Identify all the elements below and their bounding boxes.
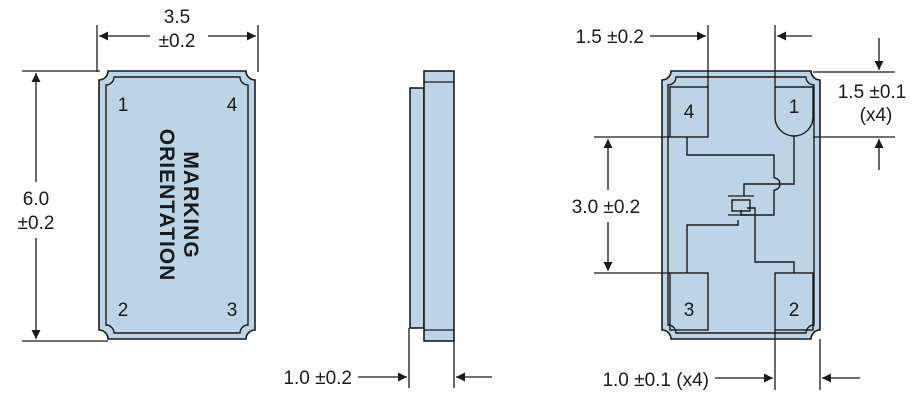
trace-pad3 bbox=[686, 220, 739, 273]
top-pin-2-label: 2 bbox=[118, 300, 129, 321]
bottom-pin-1-label: 1 bbox=[789, 97, 800, 118]
bottom-pin-3-label: 3 bbox=[684, 300, 695, 321]
crystal-symbol bbox=[731, 199, 751, 212]
bottom-pin-2-label: 2 bbox=[789, 300, 800, 321]
top-height-tolerance: ±0.2 bbox=[18, 213, 55, 234]
pad-width-label: 1.5 ±0.2 bbox=[575, 27, 644, 48]
top-pin-3-label: 3 bbox=[227, 300, 238, 321]
pad-length-label: 1.0 ±0.1 (x4) bbox=[602, 370, 709, 391]
marking-text-line2: ORIENTATION bbox=[155, 129, 178, 282]
pad-height-label-line1: 1.5 ±0.1 bbox=[838, 82, 907, 103]
trace-pad1 bbox=[743, 136, 795, 196]
side-view: 1.0 ±0.2 bbox=[283, 70, 492, 389]
bottom-view: 4 1 3 2 1.5 ±0.2 1.5 ±0.1 (x4) 3.0 ±0.2 bbox=[572, 25, 907, 391]
top-pin-4-label: 4 bbox=[227, 95, 238, 116]
pad-spacing-label: 3.0 ±0.2 bbox=[572, 197, 641, 218]
bottom-pin-4-label: 4 bbox=[684, 102, 695, 123]
trace-pad4-down bbox=[740, 190, 775, 216]
pad-4 bbox=[669, 86, 709, 138]
pad-1 bbox=[774, 86, 814, 137]
top-width-value: 3.5 bbox=[164, 7, 190, 28]
pad-height-label-line2: (x4) bbox=[860, 105, 893, 126]
side-package-base bbox=[409, 87, 425, 329]
top-package-lid bbox=[105, 76, 249, 334]
top-package-body bbox=[98, 70, 256, 340]
bottom-package-rim bbox=[667, 76, 815, 334]
marking-text-line1: MARKING bbox=[179, 151, 202, 258]
trace-pad4 bbox=[686, 137, 775, 178]
side-thickness-label: 1.0 ±0.2 bbox=[283, 368, 352, 389]
bottom-package-body bbox=[661, 70, 821, 340]
trace-pad2 bbox=[747, 207, 795, 273]
top-pin-1-label: 1 bbox=[118, 95, 129, 116]
pad-3 bbox=[669, 272, 709, 331]
side-package-lid bbox=[423, 70, 455, 342]
top-width-tolerance: ±0.2 bbox=[159, 31, 196, 52]
top-height-value: 6.0 bbox=[23, 189, 49, 210]
top-view: 3.5 ±0.2 6.0 ±0.2 1 4 2 3 MARKING ORIENT… bbox=[18, 7, 259, 342]
